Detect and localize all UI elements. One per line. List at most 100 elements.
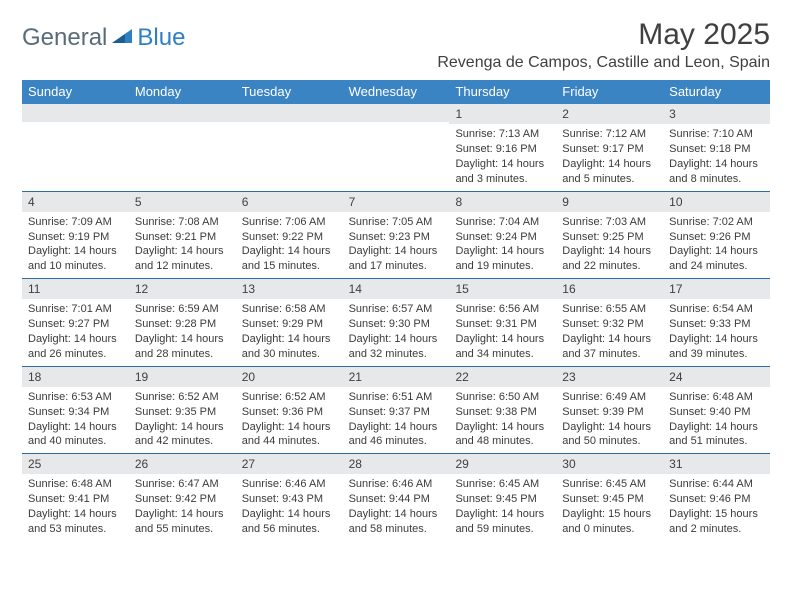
calendar-grid: Sunday Monday Tuesday Wednesday Thursday…	[22, 80, 770, 541]
day-cell	[129, 104, 236, 191]
day-body: Sunrise: 7:02 AMSunset: 9:26 PMDaylight:…	[663, 212, 770, 278]
day-body: Sunrise: 6:46 AMSunset: 9:43 PMDaylight:…	[236, 474, 343, 540]
sunrise-text: Sunrise: 6:48 AM	[28, 477, 123, 492]
week-row: 11Sunrise: 7:01 AMSunset: 9:27 PMDayligh…	[22, 278, 770, 366]
daylight-text: Daylight: 15 hours and 2 minutes.	[669, 507, 764, 537]
day-cell: 14Sunrise: 6:57 AMSunset: 9:30 PMDayligh…	[343, 279, 450, 366]
day-cell: 27Sunrise: 6:46 AMSunset: 9:43 PMDayligh…	[236, 454, 343, 541]
sunrise-text: Sunrise: 6:57 AM	[349, 302, 444, 317]
day-number: 5	[129, 192, 236, 212]
sunrise-text: Sunrise: 6:50 AM	[455, 390, 550, 405]
sunset-text: Sunset: 9:22 PM	[242, 230, 337, 245]
daylight-text: Daylight: 14 hours and 15 minutes.	[242, 244, 337, 274]
day-body: Sunrise: 6:50 AMSunset: 9:38 PMDaylight:…	[449, 387, 556, 453]
sunrise-text: Sunrise: 6:55 AM	[562, 302, 657, 317]
daylight-text: Daylight: 14 hours and 44 minutes.	[242, 420, 337, 450]
sunrise-text: Sunrise: 6:47 AM	[135, 477, 230, 492]
day-number: 20	[236, 367, 343, 387]
sunrise-text: Sunrise: 7:12 AM	[562, 127, 657, 142]
day-cell	[343, 104, 450, 191]
sunset-text: Sunset: 9:39 PM	[562, 405, 657, 420]
dow-saturday: Saturday	[663, 80, 770, 104]
day-body	[22, 122, 129, 129]
day-of-week-header: Sunday Monday Tuesday Wednesday Thursday…	[22, 80, 770, 104]
sunrise-text: Sunrise: 6:54 AM	[669, 302, 764, 317]
day-number: 12	[129, 279, 236, 299]
day-number: 15	[449, 279, 556, 299]
sunrise-text: Sunrise: 6:46 AM	[242, 477, 337, 492]
daylight-text: Daylight: 14 hours and 34 minutes.	[455, 332, 550, 362]
day-cell: 28Sunrise: 6:46 AMSunset: 9:44 PMDayligh…	[343, 454, 450, 541]
day-number: 22	[449, 367, 556, 387]
week-row: 18Sunrise: 6:53 AMSunset: 9:34 PMDayligh…	[22, 366, 770, 454]
sunset-text: Sunset: 9:33 PM	[669, 317, 764, 332]
sunset-text: Sunset: 9:19 PM	[28, 230, 123, 245]
daylight-text: Daylight: 14 hours and 50 minutes.	[562, 420, 657, 450]
day-number: 26	[129, 454, 236, 474]
calendar-page: General Blue May 2025 Revenga de Campos,…	[0, 0, 792, 551]
sunrise-text: Sunrise: 6:45 AM	[562, 477, 657, 492]
sunrise-text: Sunrise: 7:13 AM	[455, 127, 550, 142]
day-body: Sunrise: 7:06 AMSunset: 9:22 PMDaylight:…	[236, 212, 343, 278]
day-cell: 15Sunrise: 6:56 AMSunset: 9:31 PMDayligh…	[449, 279, 556, 366]
sunset-text: Sunset: 9:40 PM	[669, 405, 764, 420]
sunset-text: Sunset: 9:45 PM	[562, 492, 657, 507]
day-body: Sunrise: 7:04 AMSunset: 9:24 PMDaylight:…	[449, 212, 556, 278]
day-body: Sunrise: 7:12 AMSunset: 9:17 PMDaylight:…	[556, 124, 663, 190]
day-body: Sunrise: 7:10 AMSunset: 9:18 PMDaylight:…	[663, 124, 770, 190]
daylight-text: Daylight: 14 hours and 28 minutes.	[135, 332, 230, 362]
daylight-text: Daylight: 14 hours and 32 minutes.	[349, 332, 444, 362]
day-body: Sunrise: 7:03 AMSunset: 9:25 PMDaylight:…	[556, 212, 663, 278]
day-body: Sunrise: 6:49 AMSunset: 9:39 PMDaylight:…	[556, 387, 663, 453]
day-body: Sunrise: 6:56 AMSunset: 9:31 PMDaylight:…	[449, 299, 556, 365]
day-number: 1	[449, 104, 556, 124]
sunset-text: Sunset: 9:35 PM	[135, 405, 230, 420]
day-cell: 2Sunrise: 7:12 AMSunset: 9:17 PMDaylight…	[556, 104, 663, 191]
day-cell: 23Sunrise: 6:49 AMSunset: 9:39 PMDayligh…	[556, 367, 663, 454]
day-number: 23	[556, 367, 663, 387]
sunset-text: Sunset: 9:27 PM	[28, 317, 123, 332]
day-body: Sunrise: 6:45 AMSunset: 9:45 PMDaylight:…	[449, 474, 556, 540]
day-number: 17	[663, 279, 770, 299]
day-body: Sunrise: 7:09 AMSunset: 9:19 PMDaylight:…	[22, 212, 129, 278]
sunset-text: Sunset: 9:25 PM	[562, 230, 657, 245]
sunrise-text: Sunrise: 6:49 AM	[562, 390, 657, 405]
day-body	[343, 122, 450, 129]
day-cell: 16Sunrise: 6:55 AMSunset: 9:32 PMDayligh…	[556, 279, 663, 366]
day-cell: 20Sunrise: 6:52 AMSunset: 9:36 PMDayligh…	[236, 367, 343, 454]
daylight-text: Daylight: 14 hours and 30 minutes.	[242, 332, 337, 362]
day-cell: 6Sunrise: 7:06 AMSunset: 9:22 PMDaylight…	[236, 192, 343, 279]
dow-tuesday: Tuesday	[236, 80, 343, 104]
dow-monday: Monday	[129, 80, 236, 104]
sunset-text: Sunset: 9:45 PM	[455, 492, 550, 507]
day-cell: 19Sunrise: 6:52 AMSunset: 9:35 PMDayligh…	[129, 367, 236, 454]
sunset-text: Sunset: 9:37 PM	[349, 405, 444, 420]
sunrise-text: Sunrise: 7:02 AM	[669, 215, 764, 230]
day-number	[129, 104, 236, 122]
sunset-text: Sunset: 9:34 PM	[28, 405, 123, 420]
sunrise-text: Sunrise: 6:58 AM	[242, 302, 337, 317]
day-cell: 17Sunrise: 6:54 AMSunset: 9:33 PMDayligh…	[663, 279, 770, 366]
day-number: 13	[236, 279, 343, 299]
sunrise-text: Sunrise: 6:59 AM	[135, 302, 230, 317]
day-body: Sunrise: 6:46 AMSunset: 9:44 PMDaylight:…	[343, 474, 450, 540]
day-cell: 12 Sunrise: 6:59 AMSunset: 9:28 PMDayligh…	[129, 279, 236, 366]
day-body: Sunrise: 6:52 AMSunset: 9:35 PMDaylight:…	[129, 387, 236, 453]
day-body	[129, 122, 236, 129]
day-cell: 5Sunrise: 7:08 AMSunset: 9:21 PMDaylight…	[129, 192, 236, 279]
day-cell: 8Sunrise: 7:04 AMSunset: 9:24 PMDaylight…	[449, 192, 556, 279]
day-cell: 3Sunrise: 7:10 AMSunset: 9:18 PMDaylight…	[663, 104, 770, 191]
day-cell: 4Sunrise: 7:09 AMSunset: 9:19 PMDaylight…	[22, 192, 129, 279]
day-body: Sunrise: 6:44 AMSunset: 9:46 PMDaylight:…	[663, 474, 770, 540]
daylight-text: Daylight: 14 hours and 58 minutes.	[349, 507, 444, 537]
daylight-text: Daylight: 14 hours and 24 minutes.	[669, 244, 764, 274]
sunset-text: Sunset: 9:28 PM	[135, 317, 230, 332]
sunset-text: Sunset: 9:31 PM	[455, 317, 550, 332]
day-number: 18	[22, 367, 129, 387]
day-cell: 1Sunrise: 7:13 AMSunset: 9:16 PMDaylight…	[449, 104, 556, 191]
brand-part1: General	[22, 24, 107, 52]
day-cell: 21Sunrise: 6:51 AMSunset: 9:37 PMDayligh…	[343, 367, 450, 454]
day-body: Sunrise: 6:51 AMSunset: 9:37 PMDaylight:…	[343, 387, 450, 453]
daylight-text: Daylight: 14 hours and 42 minutes.	[135, 420, 230, 450]
daylight-text: Daylight: 14 hours and 53 minutes.	[28, 507, 123, 537]
